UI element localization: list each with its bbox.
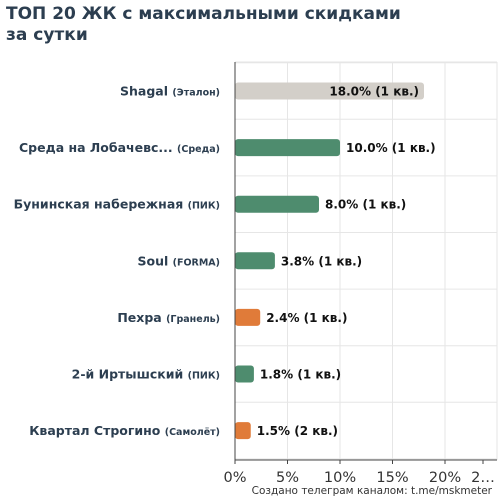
x-tick-label-4: 20% bbox=[429, 470, 461, 486]
bar-value-label-1: 10.0% (1 кв.) bbox=[346, 141, 436, 155]
category-name-3: Soul bbox=[137, 253, 172, 268]
category-developer-1: (Среда) bbox=[177, 144, 220, 155]
x-tick-label-5: 2… bbox=[471, 470, 495, 486]
category-name-1: Среда на Лобачевс... bbox=[19, 140, 177, 155]
category-developer-2: (ПИК) bbox=[188, 201, 220, 212]
category-label-4: Пехра (Гранель) bbox=[117, 310, 220, 325]
category-name-5: 2-й Иртышский bbox=[72, 367, 188, 382]
bar-value-label-3: 3.8% (1 кв.) bbox=[281, 254, 362, 268]
category-developer-0: (Эталон) bbox=[172, 88, 220, 99]
category-developer-3: (FORMA) bbox=[173, 257, 220, 268]
category-label-2: Бунинская набережная (ПИК) bbox=[14, 197, 220, 212]
category-name-4: Пехра bbox=[117, 310, 166, 325]
category-name-6: Квартал Строгино bbox=[29, 423, 165, 438]
x-tick-label-0: 0% bbox=[223, 470, 246, 486]
bar-value-label-6: 1.5% (2 кв.) bbox=[257, 424, 338, 438]
x-tick-label-3: 15% bbox=[376, 470, 408, 486]
bar-1 bbox=[235, 139, 340, 157]
chart-title: ТОП 20 ЖК с максимальными скидками за су… bbox=[6, 4, 401, 45]
bar-2 bbox=[235, 195, 319, 213]
category-label-0: Shagal (Эталон) bbox=[120, 84, 220, 99]
bar-3 bbox=[235, 252, 275, 270]
bar-0 bbox=[235, 82, 424, 100]
category-label-3: Soul (FORMA) bbox=[137, 253, 220, 268]
category-label-6: Квартал Строгино (Самолёт) bbox=[29, 423, 220, 438]
category-name-2: Бунинская набережная bbox=[14, 197, 188, 212]
category-label-1: Среда на Лобачевс... (Среда) bbox=[19, 140, 220, 155]
bar-value-label-4: 2.4% (1 кв.) bbox=[266, 311, 347, 325]
bar-6 bbox=[235, 422, 251, 440]
category-label-5: 2-й Иртышский (ПИК) bbox=[72, 367, 220, 382]
x-tick-label-1: 5% bbox=[276, 470, 299, 486]
x-tick-label-2: 10% bbox=[324, 470, 356, 486]
category-name-0: Shagal bbox=[120, 84, 172, 99]
bar-5 bbox=[235, 365, 254, 383]
bar-value-label-5: 1.8% (1 кв.) bbox=[260, 368, 341, 382]
category-developer-5: (ПИК) bbox=[188, 371, 220, 382]
category-developer-6: (Самолёт) bbox=[165, 427, 220, 438]
footer-credit: Создано телеграм каналом: t.me/mskmeter bbox=[251, 485, 492, 497]
bar-4 bbox=[235, 308, 261, 326]
bar-value-label-0: 18.0% (1 кв.) bbox=[329, 85, 419, 99]
bar-value-label-2: 8.0% (1 кв.) bbox=[325, 198, 406, 212]
category-developer-4: (Гранель) bbox=[166, 314, 220, 325]
